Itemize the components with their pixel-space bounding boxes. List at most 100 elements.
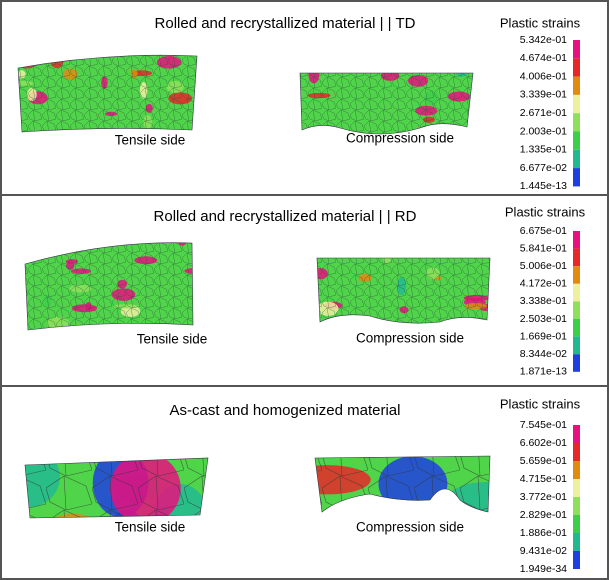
strain-patch bbox=[116, 232, 135, 239]
strain-patch bbox=[331, 34, 341, 47]
strain-patch bbox=[203, 500, 243, 570]
contour-plot bbox=[12, 232, 481, 374]
strain-patch bbox=[164, 359, 174, 367]
strain-patch bbox=[202, 69, 216, 73]
strain-patch bbox=[138, 366, 153, 372]
strain-patch bbox=[303, 358, 313, 371]
strain-patch bbox=[243, 250, 267, 257]
strain-patch bbox=[11, 349, 21, 355]
strain-patch bbox=[274, 483, 305, 527]
image-caption: Compression side bbox=[356, 331, 464, 346]
panel-title: Rolled and recrystallized material | | T… bbox=[155, 15, 416, 32]
legend-swatch bbox=[573, 248, 580, 267]
strain-patch bbox=[220, 286, 226, 293]
contour-outline bbox=[24, 242, 194, 331]
strain-patch bbox=[244, 95, 268, 109]
strain-patch bbox=[282, 253, 302, 270]
strain-patch bbox=[466, 356, 481, 361]
strain-patch bbox=[289, 130, 305, 135]
legend-label: 1.871e-13 bbox=[520, 366, 567, 378]
legend-label: 5.006e-01 bbox=[520, 260, 567, 272]
image-caption: Tensile side bbox=[115, 133, 186, 148]
strain-patch bbox=[49, 341, 62, 354]
legend-swatch bbox=[573, 76, 580, 95]
strain-patch bbox=[404, 47, 418, 53]
image-caption: Tensile side bbox=[115, 520, 186, 535]
strain-patch bbox=[153, 162, 171, 172]
strain-patch bbox=[218, 102, 233, 118]
strain-patch bbox=[107, 510, 147, 518]
legend-swatch bbox=[573, 301, 580, 319]
strain-patch bbox=[280, 425, 315, 453]
legend-swatch bbox=[573, 131, 580, 150]
strain-patch bbox=[113, 420, 196, 462]
legend-label: 1.886e-01 bbox=[520, 527, 567, 539]
legend-label: 2.003e-01 bbox=[520, 125, 567, 137]
legend-swatch bbox=[573, 231, 580, 249]
strain-patch bbox=[312, 132, 334, 134]
strain-patch bbox=[257, 487, 290, 536]
strain-patch bbox=[266, 162, 283, 172]
strain-patch bbox=[275, 39, 287, 48]
strain-patch bbox=[41, 340, 60, 346]
strain-patch bbox=[292, 352, 315, 362]
legend-label: 2.671e-01 bbox=[520, 107, 567, 119]
strain-patch bbox=[23, 147, 49, 153]
strain-patch bbox=[261, 153, 284, 159]
legend-label: 8.344e-02 bbox=[520, 348, 567, 360]
strain-patch bbox=[30, 396, 79, 455]
contour-outline bbox=[314, 455, 491, 513]
strain-patch bbox=[201, 50, 217, 60]
legend-swatch bbox=[573, 515, 580, 533]
strain-patch bbox=[384, 363, 403, 367]
strain-patch bbox=[248, 264, 258, 281]
strain-patch bbox=[407, 172, 430, 187]
strain-patch bbox=[14, 232, 29, 247]
contour-outline bbox=[316, 257, 491, 324]
panel-title: Rolled and recrystallized material | | R… bbox=[154, 208, 417, 225]
legend-label: 3.338e-01 bbox=[520, 295, 567, 307]
strain-patch bbox=[121, 154, 130, 159]
strain-patch bbox=[89, 174, 104, 181]
strain-patch bbox=[241, 70, 255, 81]
strain-patch bbox=[328, 239, 334, 251]
strain-patch bbox=[64, 40, 86, 44]
strain-patch bbox=[284, 524, 321, 580]
legend-label: 6.677e-02 bbox=[520, 162, 567, 174]
strain-patch bbox=[271, 232, 280, 244]
strain-patch bbox=[431, 238, 450, 245]
strain-patch bbox=[355, 238, 362, 254]
legend-label: 4.006e-01 bbox=[520, 70, 567, 82]
strain-patch bbox=[245, 266, 254, 282]
strain-patch bbox=[122, 160, 137, 167]
strain-patch bbox=[385, 232, 406, 242]
strain-patch bbox=[415, 40, 432, 48]
strain-patch bbox=[12, 347, 36, 362]
strain-patch bbox=[293, 98, 302, 113]
strain-patch bbox=[329, 50, 350, 56]
contour-plot bbox=[11, 231, 490, 371]
panel-title: As-cast and homogenized material bbox=[170, 402, 401, 419]
legend-title: Plastic strains bbox=[505, 204, 586, 219]
strain-patch bbox=[210, 136, 231, 141]
strain-patch bbox=[198, 260, 212, 265]
strain-patch bbox=[24, 359, 35, 374]
grain-mesh bbox=[25, 458, 208, 518]
strain-patch bbox=[48, 335, 69, 342]
legend-swatch bbox=[573, 283, 580, 302]
legend-swatch bbox=[573, 336, 580, 355]
strain-patch bbox=[87, 344, 105, 358]
contour-outline bbox=[17, 54, 198, 133]
strain-patch bbox=[269, 243, 288, 252]
grain-mesh bbox=[317, 258, 490, 324]
strain-patch bbox=[303, 51, 314, 62]
strain-patch bbox=[456, 231, 470, 239]
strain-patch bbox=[67, 326, 90, 338]
strain-patch bbox=[241, 78, 252, 89]
strain-patch bbox=[467, 61, 481, 73]
legend-label: 3.772e-01 bbox=[520, 491, 567, 503]
strain-patch bbox=[210, 126, 235, 142]
strain-patch bbox=[13, 322, 24, 337]
